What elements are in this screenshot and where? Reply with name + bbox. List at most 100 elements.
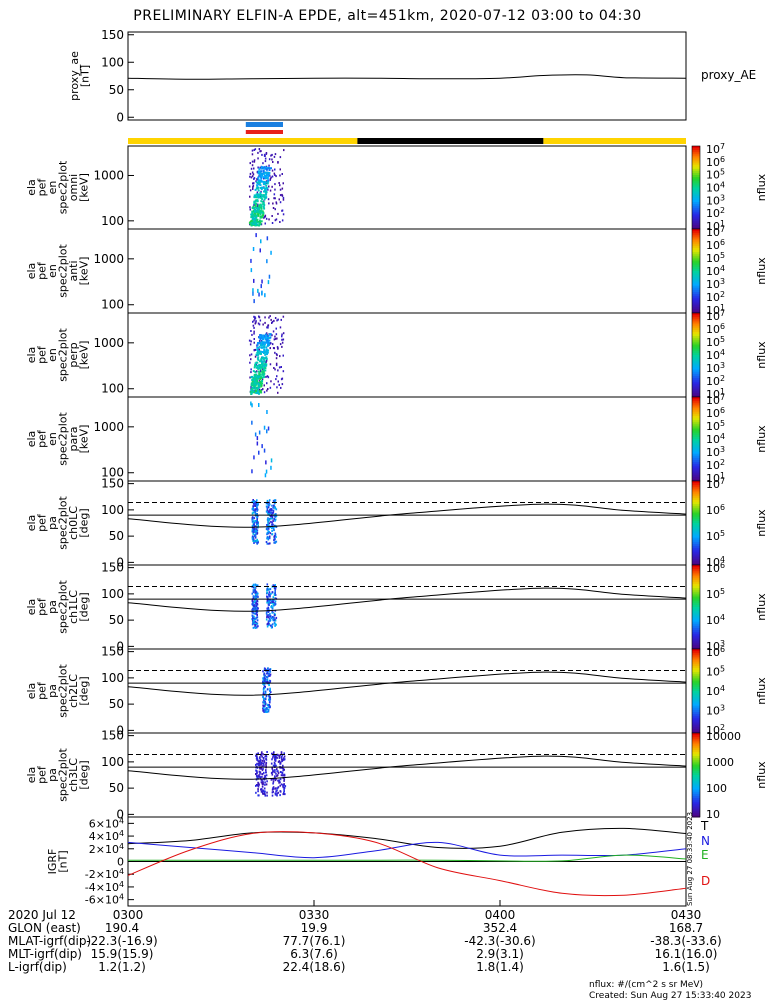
flux-pixel	[268, 519, 270, 522]
colorbar-step	[692, 283, 700, 287]
flux-pixel	[263, 373, 265, 376]
flux-pixel	[252, 502, 255, 505]
flux-pixel	[260, 239, 262, 244]
flux-pixel	[257, 762, 260, 765]
flux-pixel	[251, 528, 254, 531]
flux-pixel	[251, 520, 254, 523]
flux-pixel	[273, 614, 276, 617]
colorbar-step	[692, 699, 700, 702]
flux-pixel	[274, 591, 276, 594]
flux-pixel	[253, 196, 256, 199]
flux-pixel	[260, 193, 263, 196]
flux-pixel	[266, 708, 269, 711]
flux-pixel	[271, 185, 273, 188]
flux-pixel	[265, 528, 268, 530]
flux-pixel	[257, 783, 259, 786]
flux-pixel	[268, 704, 270, 707]
flux-pixel	[263, 707, 265, 710]
flux-pixel	[254, 216, 257, 219]
flux-pixel	[261, 762, 264, 765]
colorbar-step	[692, 350, 700, 354]
colorbar-step	[692, 562, 700, 566]
flux-pixel	[276, 354, 278, 357]
colorbar-step	[692, 394, 700, 398]
flux-pixel	[280, 771, 283, 774]
flux-pixel	[251, 619, 254, 622]
flux-pixel	[259, 184, 262, 187]
flux-pixel	[252, 288, 254, 293]
flux-pixel	[261, 373, 264, 376]
flux-pixel	[250, 371, 252, 374]
y-tick-label: 50	[109, 697, 124, 711]
colorbar-step	[692, 726, 700, 730]
flux-pixel	[273, 500, 275, 503]
orbit-value: 22.4(18.6)	[283, 960, 346, 974]
flux-pixel	[271, 514, 273, 517]
flux-pixel	[272, 523, 274, 526]
flux-pixel	[260, 207, 263, 210]
colorbar-step	[692, 245, 700, 249]
colorbar-tick-label: 104	[706, 684, 725, 698]
flux-pixel	[253, 590, 256, 593]
flux-pixel	[268, 336, 270, 339]
flux-pixel	[273, 539, 275, 542]
flux-pixel	[256, 348, 259, 351]
orbit-row-label: L-igrf(dip)	[8, 960, 67, 974]
flux-pixel	[268, 594, 270, 597]
flux-pixel	[270, 167, 272, 170]
orbit-row-label: MLT-igrf(dip)	[8, 947, 82, 961]
flux-pixel	[270, 762, 273, 765]
flux-pixel	[259, 334, 262, 337]
flux-pixel	[268, 673, 270, 676]
y-axis-label-line: spec2plot	[56, 496, 69, 550]
y-axis-label-line: ela	[25, 179, 38, 196]
colorbar-step	[692, 262, 700, 266]
flux-pixel	[271, 509, 273, 512]
flux-pixel	[274, 541, 276, 544]
colorbar-tick-label: 102	[706, 723, 725, 737]
flux-pixel	[274, 317, 277, 319]
flux-pixel	[260, 223, 263, 226]
colorbar-step	[692, 577, 700, 581]
colorbar-tick-label: 106	[706, 322, 725, 336]
flux-pixel	[265, 774, 268, 777]
flux-pixel	[272, 780, 275, 783]
flux-pixel	[268, 698, 270, 701]
flux-pixel	[258, 388, 261, 391]
flux-pixel	[271, 343, 274, 346]
orbit-value: 168.7	[669, 921, 703, 935]
colorbar-tick-label: 102	[706, 290, 725, 304]
colorbar-step	[692, 415, 700, 419]
flux-pixel	[255, 391, 258, 394]
flux-pixel	[268, 499, 271, 502]
flux-pixel	[258, 210, 261, 213]
flux-pixel	[279, 794, 281, 797]
colorbar-step	[692, 273, 700, 276]
flux-pixel	[261, 378, 264, 381]
colorbar-step	[692, 684, 700, 688]
colorbar-step	[692, 468, 700, 471]
colorbar-step	[692, 701, 700, 705]
colorbar-step	[692, 229, 700, 232]
flux-pixel	[279, 174, 281, 177]
y-tick-label: 50	[109, 781, 124, 795]
flux-pixel	[257, 625, 259, 628]
colorbar-tick-label: 105	[706, 419, 725, 433]
colorbar-step	[692, 390, 700, 394]
flux-pixel	[264, 215, 266, 218]
colorbar-step	[692, 175, 700, 178]
flux-pixel	[283, 788, 285, 791]
flux-pixel	[277, 753, 279, 756]
flux-pixel	[255, 233, 257, 238]
flux-pixel	[266, 187, 269, 190]
colorbar-step	[692, 348, 700, 352]
flux-pixel	[258, 224, 261, 227]
colorbar-step	[692, 401, 700, 404]
flux-pixel	[263, 685, 266, 688]
flux-pixel	[282, 769, 284, 772]
colorbar-step	[692, 365, 700, 369]
flux-pixel	[261, 291, 263, 296]
colorbar-step	[692, 598, 700, 602]
flux-pixel	[256, 755, 258, 758]
